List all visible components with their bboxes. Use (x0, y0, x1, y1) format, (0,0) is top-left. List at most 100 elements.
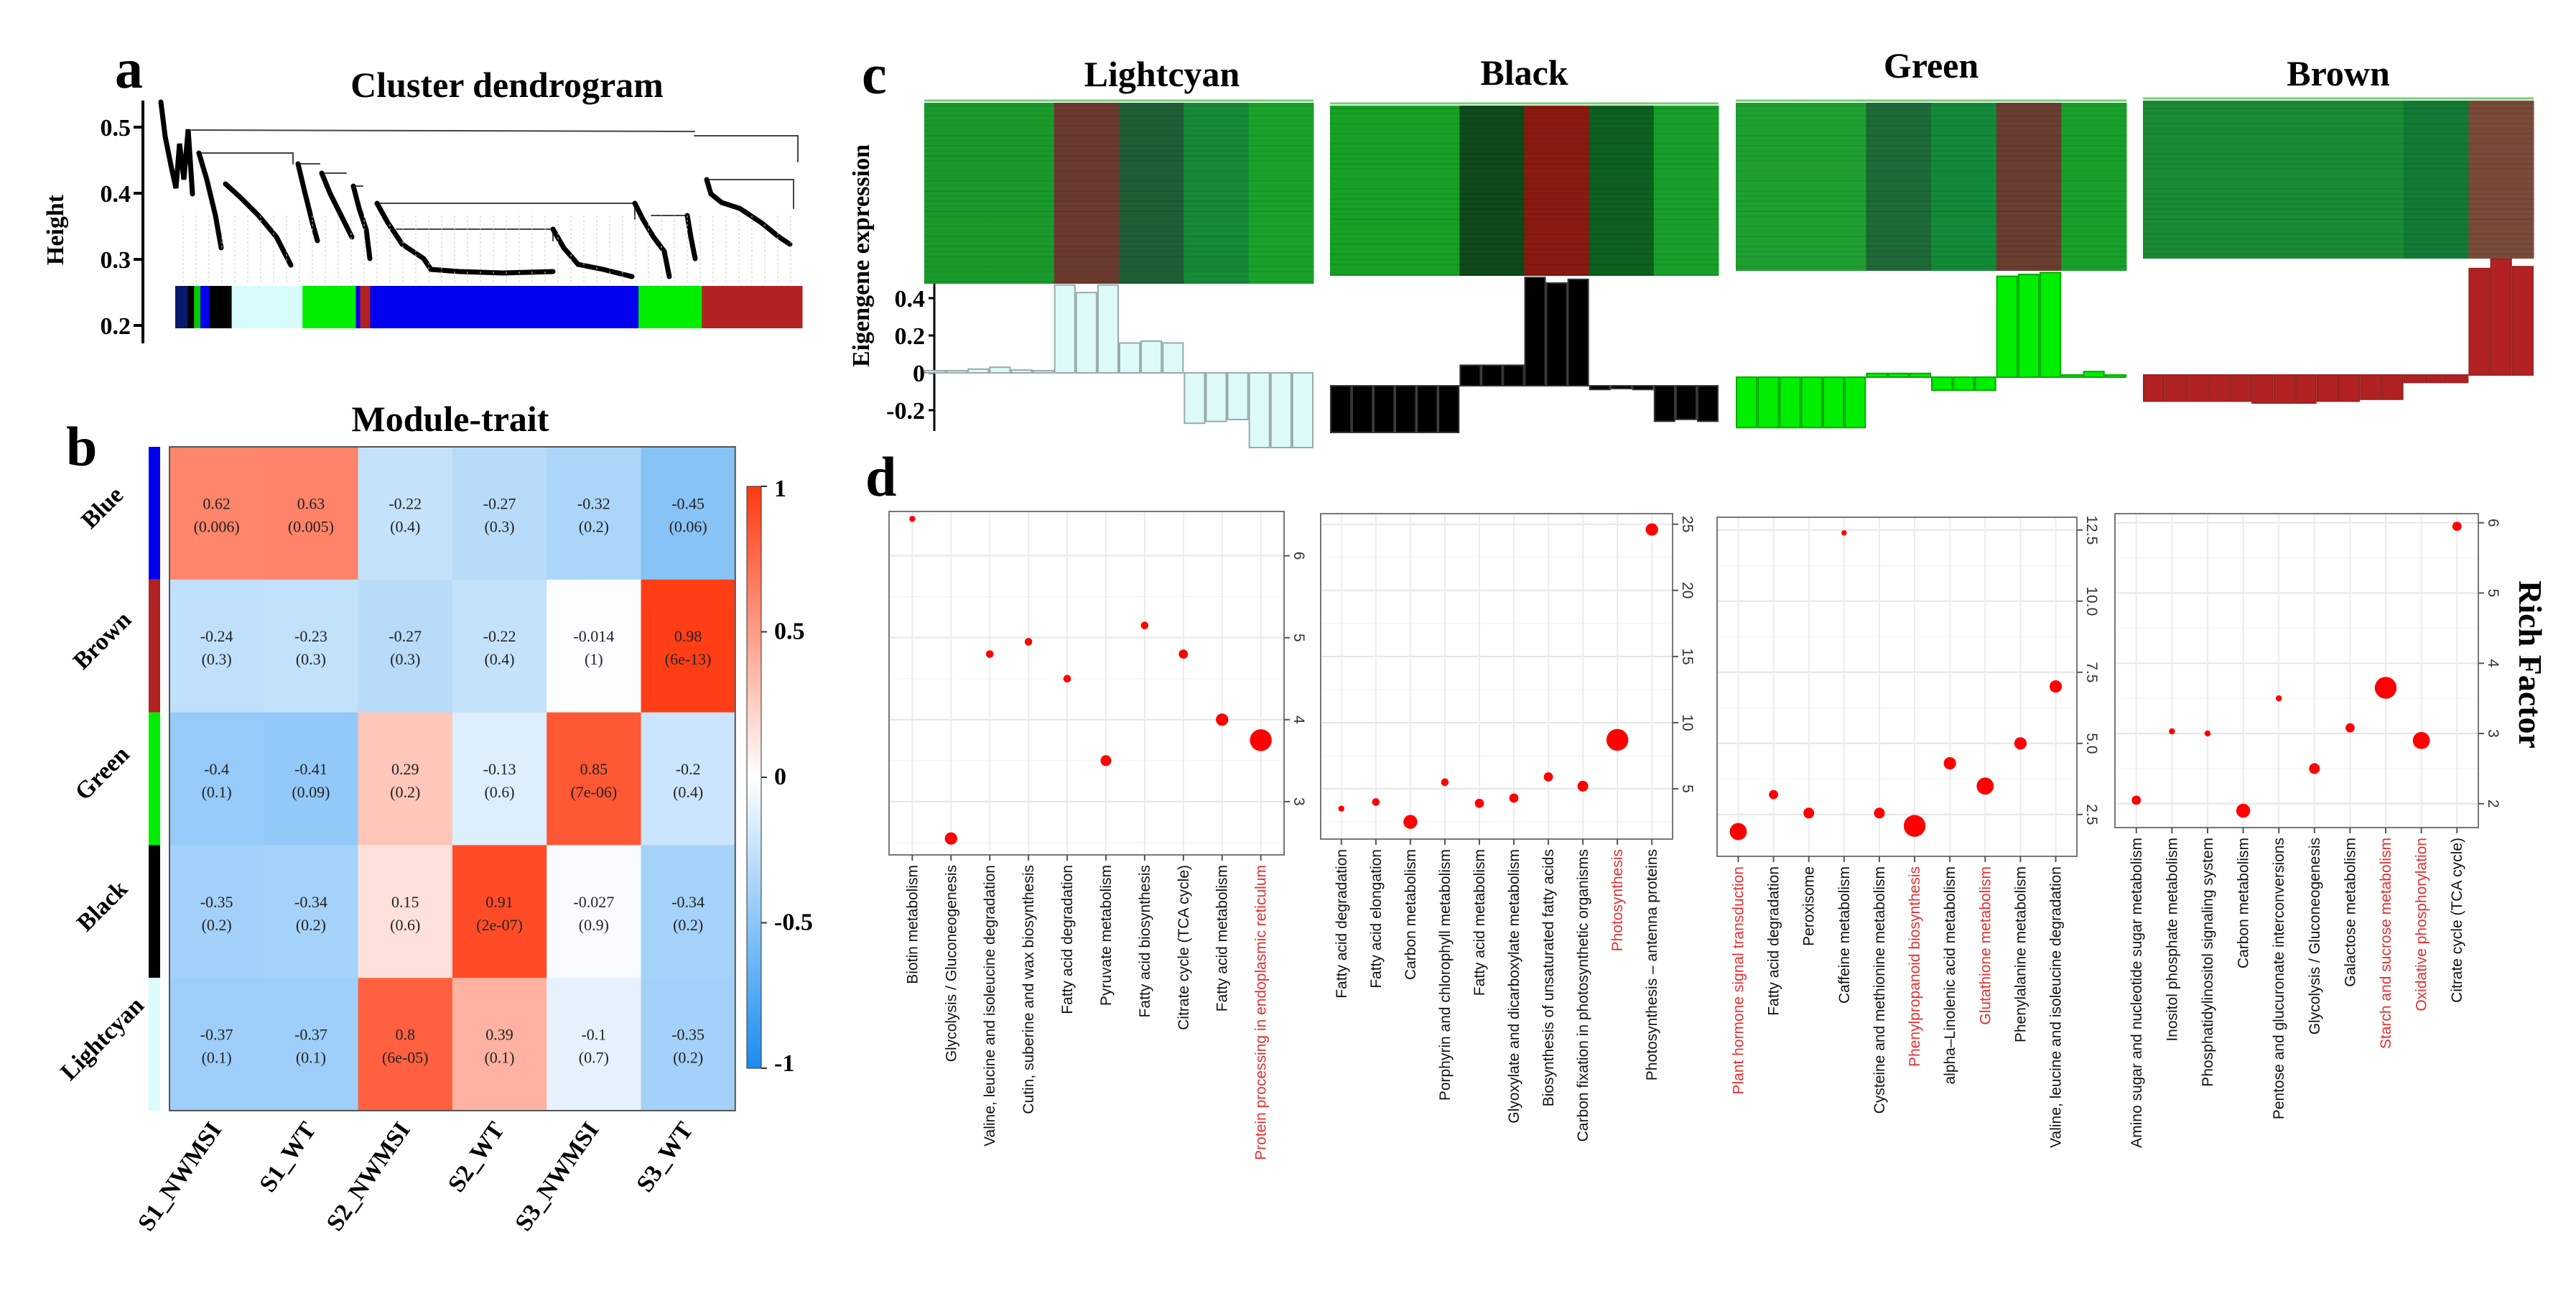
module-strip-segment (360, 286, 371, 328)
heatmap-cell (547, 579, 641, 713)
expression-heatmap-column (2338, 101, 2404, 259)
eigengene-bar (1696, 385, 1719, 422)
dendrogram-y-tick-label: 0.4 (101, 181, 131, 208)
heatmap-cell-pvalue: (0.2) (673, 1049, 703, 1067)
eigengene-bar (1567, 278, 1589, 386)
expression-heatmap-column (1524, 106, 1590, 276)
enrichment-point (1403, 815, 1418, 829)
category-label: Pentose and glucuronate interconversions (2271, 838, 2287, 1119)
eigengene-bar (1459, 364, 1482, 386)
heatmap-frame (169, 446, 736, 1111)
category-label: Cutin, suberine and wax biosynthesis (1020, 865, 1037, 1114)
enrichment-point (1216, 713, 1229, 726)
heatmap-cell-pvalue: (0.1) (202, 1049, 232, 1067)
heatmap-title: Module-trait (352, 399, 549, 439)
enrichment-point (1100, 755, 1112, 767)
heatmap-cell (641, 845, 736, 978)
enrichment-point (985, 650, 994, 658)
module-green: Green (1736, 45, 2127, 429)
heatmap-cell-pvalue: (0.1) (202, 783, 232, 801)
heatmap-cell-pvalue: (0.06) (669, 517, 707, 535)
heatmap-cell-value: -0.41 (294, 760, 327, 778)
y-tick-label: 3 (1291, 797, 1307, 806)
eigengene-panel: Eigengene expression 0.4 0.2 0 -0.2 Lightcya… (848, 45, 2534, 448)
category-label: Phenylalanine metabolism (2012, 866, 2029, 1042)
y-tick-label: 10.0 (2083, 586, 2100, 616)
category-label: Fatty acid biosynthesis (1137, 865, 1153, 1017)
dendrogram-y-tick-label: 0.3 (101, 247, 131, 274)
module-lightcyan: Lightcyan (924, 54, 1314, 448)
module-title: Brown (2287, 53, 2390, 93)
heatmap-cell-pvalue: (0.7) (579, 1049, 609, 1067)
heatmap-cell-value: -0.22 (389, 494, 422, 512)
heatmap-cell (641, 712, 736, 846)
module-strip-segment (355, 286, 361, 328)
expression-heatmap-column (2403, 101, 2469, 259)
category-label: Citrate cycle (TCA cycle) (1176, 865, 1192, 1030)
heatmap-cell-value: 0.29 (391, 760, 419, 778)
panel-label-a: a (115, 37, 143, 100)
heatmap-cell-value: -0.37 (200, 1026, 233, 1044)
eigengene-bar (2186, 374, 2208, 402)
eigengene-y-tick-label: -0.2 (886, 398, 925, 425)
category-label-highlighted: Oxidative phosphorylation (2414, 838, 2430, 1011)
eigengene-y-tick-label: 0 (913, 361, 925, 387)
expression-heatmap-column (1653, 106, 1719, 276)
expression-heatmap-column (2468, 101, 2534, 259)
y-tick-label: 2.5 (2083, 804, 2100, 825)
module-title: Green (1884, 45, 1979, 85)
heatmap-cell (358, 978, 453, 1111)
eigengene-bar (989, 366, 1011, 374)
y-tick-label: 7.5 (2083, 662, 2100, 682)
heatmap-cell (264, 447, 359, 580)
heatmap-cell-value: -0.22 (483, 627, 516, 645)
heatmap-cell-pvalue: (7e-06) (570, 783, 617, 801)
eigengene-bar (2403, 374, 2425, 384)
enrichment-point (2309, 763, 2320, 774)
heatmap-cell-value: 0.91 (485, 893, 513, 911)
category-label: Fatty acid degradation (1766, 866, 1782, 1016)
eigengene-bar (2447, 374, 2469, 384)
heatmap-cell-pvalue: (6e-13) (665, 650, 712, 668)
eigengene-bar (1909, 372, 1932, 378)
heatmap-cell-pvalue: (0.4) (673, 783, 703, 801)
module-strip-segment (194, 286, 201, 328)
module-strip-segment (200, 286, 210, 328)
category-label: Glyoxylate and dicarboxylate metabolism (1506, 849, 1522, 1124)
category-label: Glycolysis / Gluconeogenesis (943, 865, 959, 1062)
heatmap-cell-value: -0.014 (573, 627, 614, 645)
heatmap-cell-pvalue: (0.3) (390, 650, 420, 668)
heatmap-cell (358, 845, 453, 978)
colorbar-gradient (746, 486, 762, 1069)
heatmap-row: Lightcyan -0.37(0.1)-0.37(0.1)0.8(6e-05)0… (55, 978, 736, 1111)
panel-label-b: b (66, 415, 97, 478)
dendrogram-tree (158, 99, 799, 279)
expression-heatmap-column (1119, 103, 1184, 284)
eigengene-bar (1866, 372, 1888, 378)
module-strip-segment (231, 286, 303, 328)
category-label-highlighted: Photosynthesis (1609, 849, 1626, 951)
heatmap-cell (169, 579, 264, 713)
category-label: Carbon metabolism (1403, 849, 1419, 980)
eigengene-bar (1524, 277, 1546, 387)
heatmap-cell (452, 978, 547, 1111)
eigengene-bar (1352, 385, 1374, 433)
heatmap-cell-pvalue: (2e-07) (476, 916, 523, 934)
category-label: Fatty acid metabolism (1214, 865, 1231, 1011)
heatmap-cell (547, 447, 641, 580)
heatmap-cell-pvalue: (1) (585, 650, 603, 668)
heatmap-cell-pvalue: (0.4) (484, 650, 514, 668)
eigengene-bar (946, 370, 968, 374)
heatmap-cell (547, 978, 641, 1111)
module-strip-segment (187, 286, 195, 328)
expression-heatmap-column (2143, 101, 2209, 259)
eigengene-bar (2490, 258, 2512, 376)
y-tick-label: 15 (1679, 648, 1696, 665)
category-label-highlighted: Starch and sucrose metabolism (2378, 838, 2394, 1049)
heatmap-cell (452, 712, 547, 846)
colorbar-tick-label: -0.5 (774, 909, 813, 936)
module-color-strip (175, 216, 803, 328)
eigengene-bar (2061, 374, 2083, 378)
y-tick-label: 10 (1679, 714, 1696, 731)
